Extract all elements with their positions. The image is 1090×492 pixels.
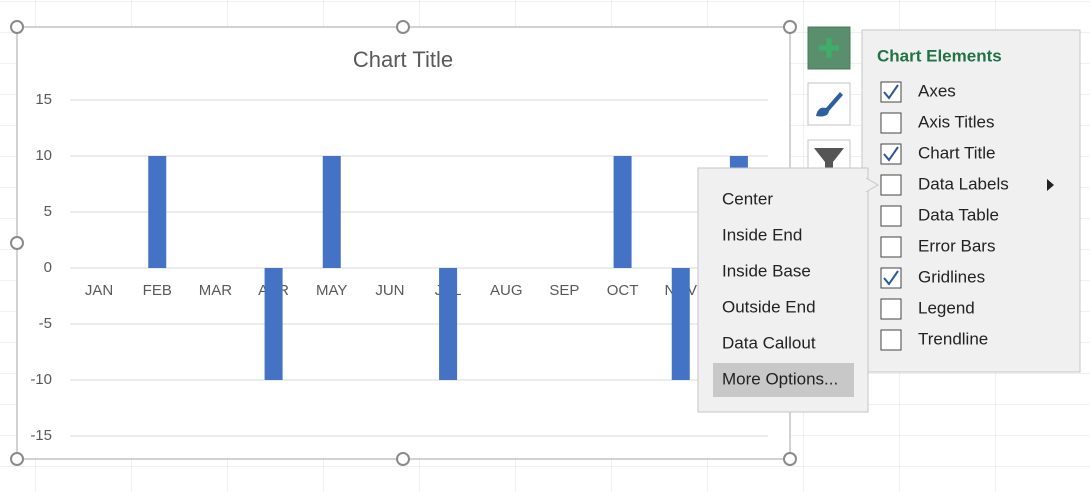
menu-item-label[interactable]: Data Labels xyxy=(918,174,1009,193)
y-tick-label: -15 xyxy=(30,427,52,444)
chart-title[interactable]: Chart Title xyxy=(353,47,453,72)
checkbox[interactable] xyxy=(880,298,902,320)
y-tick-label: -10 xyxy=(30,371,52,388)
submenu-item[interactable]: More Options... xyxy=(722,369,838,388)
filter-icon xyxy=(814,148,844,176)
plus-icon xyxy=(819,38,839,58)
x-tick-label: MAY xyxy=(316,282,347,299)
bar[interactable] xyxy=(671,268,690,380)
menu-item-label[interactable]: Chart Title xyxy=(918,143,995,162)
bar[interactable] xyxy=(439,268,458,380)
y-tick-label: 0 xyxy=(44,259,52,276)
bar[interactable] xyxy=(148,156,167,268)
chart-elements-panel xyxy=(861,29,1081,373)
bar[interactable] xyxy=(613,156,632,268)
x-tick-label: MAR xyxy=(199,282,233,299)
menu-item-label[interactable]: Axes xyxy=(918,81,956,100)
checkbox[interactable] xyxy=(880,174,902,196)
x-tick-label: AUG xyxy=(490,282,523,299)
resize-handle[interactable] xyxy=(396,20,410,34)
resize-handle[interactable] xyxy=(10,452,24,466)
menu-highlight xyxy=(713,363,854,397)
x-tick-label: FEB xyxy=(143,282,172,299)
y-tick-label: -5 xyxy=(39,315,52,332)
submenu-item[interactable]: Center xyxy=(722,189,773,208)
checkmark xyxy=(883,146,899,162)
checkmark xyxy=(883,270,899,286)
brush-icon xyxy=(816,92,843,117)
y-tick-label: 5 xyxy=(44,203,52,220)
y-tick-label: 10 xyxy=(35,147,52,164)
x-tick-label: JUN xyxy=(375,282,404,299)
resize-handle[interactable] xyxy=(10,20,24,34)
resize-handle[interactable] xyxy=(783,20,797,34)
checkbox[interactable] xyxy=(880,205,902,227)
callout-pointer xyxy=(865,177,879,193)
checkbox[interactable] xyxy=(880,112,902,134)
bar[interactable] xyxy=(264,268,283,380)
menu-item-label[interactable]: Legend xyxy=(918,298,975,317)
chart-area[interactable] xyxy=(16,26,791,460)
menu-item-label[interactable]: Gridlines xyxy=(918,267,985,286)
x-tick-label: OCT xyxy=(607,282,639,299)
menu-item-label[interactable]: Data Table xyxy=(918,205,999,224)
checkbox[interactable] xyxy=(880,329,902,351)
bar[interactable] xyxy=(322,156,341,268)
submenu-item[interactable]: Outside End xyxy=(722,297,816,316)
submenu-item[interactable]: Data Callout xyxy=(722,333,816,352)
checkbox[interactable] xyxy=(880,236,902,258)
submenu-arrow xyxy=(1047,179,1054,191)
resize-handle[interactable] xyxy=(396,452,410,466)
panel-title: Chart Elements xyxy=(877,46,1002,65)
checkmark xyxy=(883,84,899,100)
menu-item-label[interactable]: Axis Titles xyxy=(918,112,995,131)
menu-item-label[interactable]: Error Bars xyxy=(918,236,995,255)
x-tick-label: SEP xyxy=(549,282,579,299)
y-tick-label: 15 xyxy=(35,91,52,108)
resize-handle[interactable] xyxy=(783,452,797,466)
menu-item-label[interactable]: Trendline xyxy=(918,329,988,348)
submenu-item[interactable]: Inside Base xyxy=(722,261,811,280)
x-tick-label: JAN xyxy=(85,282,113,299)
submenu-item[interactable]: Inside End xyxy=(722,225,802,244)
resize-handle[interactable] xyxy=(10,236,24,250)
chart-styles-button[interactable] xyxy=(807,82,851,126)
